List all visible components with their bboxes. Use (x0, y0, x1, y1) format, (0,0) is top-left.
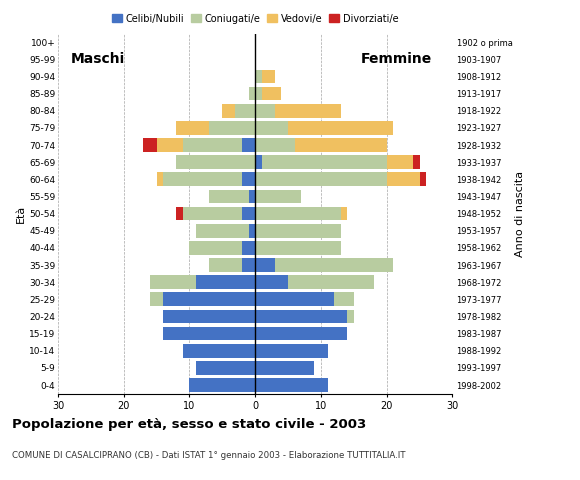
Bar (157, 138, 183, 152)
Bar (387, 156, 413, 169)
Bar (176, 156, 255, 169)
Bar (209, 121, 255, 135)
Bar (209, 190, 249, 204)
Bar (255, 310, 347, 324)
Text: Popolazione per età, sesso e stato civile - 2003: Popolazione per età, sesso e stato civil… (12, 418, 366, 431)
Bar (176, 121, 209, 135)
Bar (255, 292, 334, 306)
Bar (163, 172, 242, 186)
Text: Maschi: Maschi (71, 52, 125, 66)
Bar (255, 258, 275, 272)
Bar (288, 276, 374, 289)
Bar (249, 224, 255, 238)
Bar (190, 378, 255, 392)
Bar (143, 138, 157, 152)
Bar (347, 310, 354, 324)
Legend: Celibi/Nubili, Coniugati/e, Vedovi/e, Divorziati/e: Celibi/Nubili, Coniugati/e, Vedovi/e, Di… (108, 10, 403, 27)
Bar (242, 138, 255, 152)
Bar (249, 87, 255, 100)
Bar (255, 87, 262, 100)
Bar (275, 104, 340, 118)
Bar (242, 207, 255, 220)
Bar (255, 104, 275, 118)
Bar (387, 172, 419, 186)
Bar (196, 224, 249, 238)
Bar (196, 361, 255, 375)
Bar (190, 241, 242, 255)
Bar (255, 361, 314, 375)
Bar (419, 172, 426, 186)
Bar (163, 292, 255, 306)
Bar (255, 172, 387, 186)
Bar (249, 190, 255, 204)
Text: COMUNE DI CASALCIPRANO (CB) - Dati ISTAT 1° gennaio 2003 - Elaborazione TUTTITAL: COMUNE DI CASALCIPRANO (CB) - Dati ISTAT… (12, 451, 405, 460)
Bar (222, 104, 235, 118)
Bar (255, 207, 340, 220)
Bar (242, 241, 255, 255)
Bar (163, 310, 255, 324)
Bar (209, 258, 242, 272)
Text: Femmine: Femmine (360, 52, 432, 66)
Bar (255, 156, 262, 169)
Bar (255, 327, 347, 340)
Bar (255, 121, 288, 135)
Bar (242, 172, 255, 186)
Bar (157, 172, 163, 186)
Bar (340, 207, 347, 220)
Bar (163, 327, 255, 340)
Bar (176, 207, 183, 220)
Bar (275, 258, 393, 272)
Bar (255, 224, 340, 238)
Bar (255, 344, 328, 358)
Bar (255, 276, 288, 289)
Bar (183, 207, 242, 220)
Bar (150, 276, 196, 289)
Bar (255, 190, 301, 204)
Bar (334, 292, 354, 306)
Y-axis label: Età: Età (16, 204, 26, 223)
Bar (288, 121, 393, 135)
Bar (255, 241, 340, 255)
Bar (183, 344, 255, 358)
Bar (235, 104, 255, 118)
Y-axis label: Anno di nascita: Anno di nascita (515, 170, 525, 257)
Bar (242, 258, 255, 272)
Bar (262, 87, 281, 100)
Bar (150, 292, 163, 306)
Bar (183, 138, 242, 152)
Bar (262, 70, 275, 84)
Bar (196, 276, 255, 289)
Bar (255, 378, 328, 392)
Bar (255, 70, 262, 84)
Bar (262, 156, 387, 169)
Bar (413, 156, 419, 169)
Bar (255, 138, 295, 152)
Bar (295, 138, 387, 152)
